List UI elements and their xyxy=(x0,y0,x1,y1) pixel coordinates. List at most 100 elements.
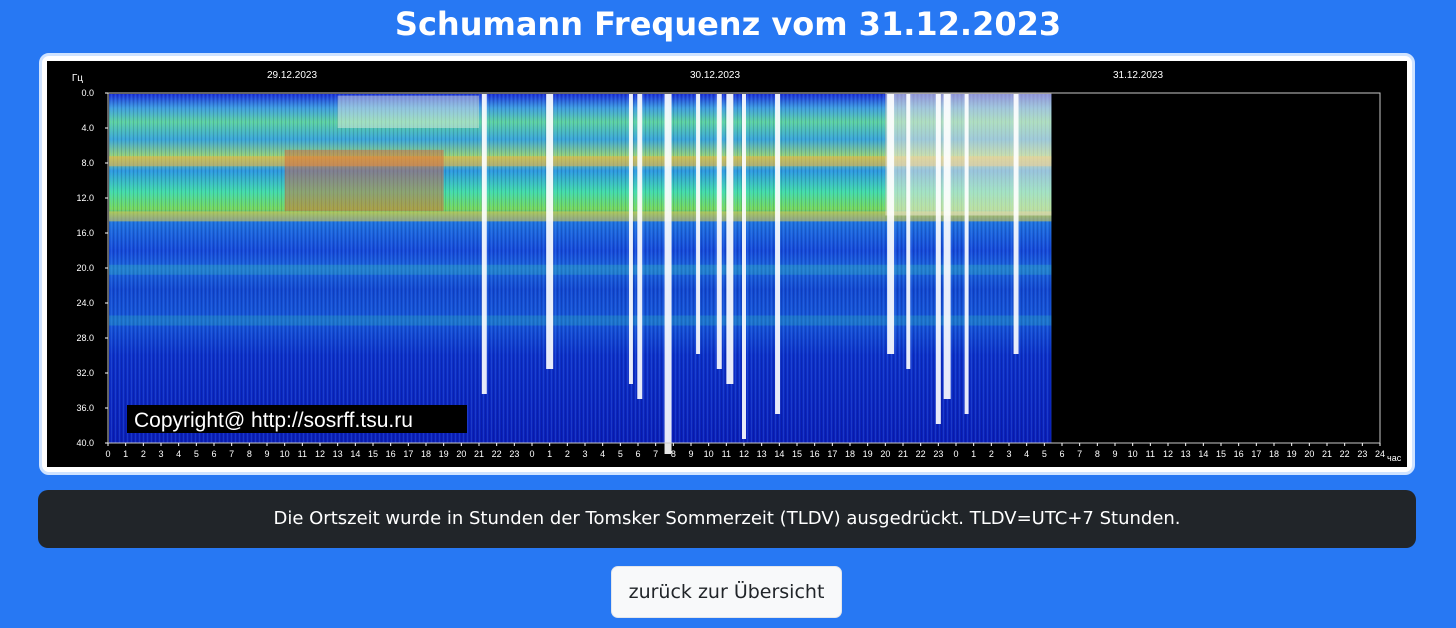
x-tick-label: 16 xyxy=(386,449,396,459)
x-tick-label: 13 xyxy=(757,449,767,459)
x-tick-label: 1 xyxy=(547,449,552,459)
x-tick-label: 12 xyxy=(315,449,325,459)
x-tick-label: 18 xyxy=(421,449,431,459)
x-tick-label: 9 xyxy=(264,449,269,459)
date-label-3: 31.12.2023 xyxy=(1113,70,1163,81)
white-burst xyxy=(716,94,722,369)
x-tick-label: 6 xyxy=(1059,449,1064,459)
resonance-band xyxy=(109,264,1052,275)
white-burst xyxy=(742,94,746,439)
y-unit-label: Гц xyxy=(72,73,83,84)
x-tick-label: 13 xyxy=(333,449,343,459)
x-tick-label: 6 xyxy=(211,449,216,459)
y-tick-label: 0.0 xyxy=(81,88,94,98)
x-tick-label: 9 xyxy=(688,449,693,459)
white-burst xyxy=(637,94,643,399)
white-burst xyxy=(726,94,734,384)
x-tick-label: 21 xyxy=(474,449,484,459)
white-burst xyxy=(1013,94,1019,354)
white-burst xyxy=(775,94,781,414)
x-tick-label: 16 xyxy=(1234,449,1244,459)
white-burst xyxy=(628,94,633,384)
x-tick-label: 21 xyxy=(1322,449,1332,459)
x-tick-label: 10 xyxy=(280,449,290,459)
x-tick-label: 4 xyxy=(600,449,605,459)
x-tick-label: 20 xyxy=(456,449,466,459)
x-tick-label: 17 xyxy=(1251,449,1261,459)
x-tick-label: 23 xyxy=(933,449,943,459)
x-tick-label: 7 xyxy=(1077,449,1082,459)
x-tick-label: 10 xyxy=(1128,449,1138,459)
x-tick-label: 11 xyxy=(722,449,731,459)
y-tick-label: 32.0 xyxy=(76,368,94,378)
x-tick-label: 19 xyxy=(1287,449,1297,459)
x-tick-label: 8 xyxy=(671,449,676,459)
x-tick-label: 8 xyxy=(1095,449,1100,459)
y-tick-label: 8.0 xyxy=(81,158,94,168)
x-tick-label: 15 xyxy=(1216,449,1226,459)
x-tick-label: 1 xyxy=(971,449,976,459)
x-tick-label: 15 xyxy=(792,449,802,459)
x-tick-label: 14 xyxy=(350,449,360,459)
x-tick-label: 2 xyxy=(989,449,994,459)
white-burst xyxy=(481,94,487,394)
y-tick-label: 36.0 xyxy=(76,403,94,413)
x-tick-label: 22 xyxy=(916,449,926,459)
white-burst xyxy=(935,94,941,424)
y-tick-label: 12.0 xyxy=(76,193,94,203)
x-tick-label: 7 xyxy=(229,449,234,459)
x-tick-label: 14 xyxy=(1198,449,1208,459)
x-tick-label: 5 xyxy=(618,449,623,459)
x-tick-label: 2 xyxy=(565,449,570,459)
x-tick-label: 3 xyxy=(582,449,587,459)
resonance-band xyxy=(109,315,1052,326)
x-tick-label: 11 xyxy=(298,449,307,459)
x-tick-label: 0 xyxy=(529,449,534,459)
x-tick-label: 13 xyxy=(1181,449,1191,459)
x-tick-label: 0 xyxy=(105,449,110,459)
copyright-backdrop xyxy=(127,405,467,433)
activity-patch xyxy=(284,149,444,212)
timezone-info: Die Ortszeit wurde in Stunden der Tomske… xyxy=(38,490,1416,548)
copyright-text: Copyright@ http://sosrff.tsu.ru xyxy=(134,409,413,432)
x-tick-label: 10 xyxy=(704,449,714,459)
back-to-overview-button[interactable]: zurück zur Übersicht xyxy=(611,566,842,618)
x-tick-label: 17 xyxy=(827,449,837,459)
page-title: Schumann Frequenz vom 31.12.2023 xyxy=(394,5,1062,43)
x-tick-label: 8 xyxy=(247,449,252,459)
x-tick-label: 5 xyxy=(194,449,199,459)
x-tick-label: 5 xyxy=(1042,449,1047,459)
x-tick-label: 21 xyxy=(898,449,908,459)
resonance-band xyxy=(109,156,1052,167)
x-tick-label: 6 xyxy=(635,449,640,459)
x-tick-label: 2 xyxy=(141,449,146,459)
x-tick-label: 0 xyxy=(953,449,958,459)
x-tick-label: 23 xyxy=(1357,449,1367,459)
x-tick-label: 18 xyxy=(845,449,855,459)
white-burst xyxy=(546,94,554,369)
x-tick-label: 17 xyxy=(403,449,413,459)
white-burst xyxy=(906,94,911,369)
x-tick-label: 1 xyxy=(123,449,128,459)
white-burst xyxy=(943,94,951,399)
y-tick-label: 16.0 xyxy=(76,228,94,238)
spectrogram-chart: 0.0 4.0 8.0 12.0 16.0 20.0 24.0 28.0 32.0 36.0 40.… xyxy=(47,61,1407,467)
white-burst xyxy=(664,94,672,454)
x-tick-label: 22 xyxy=(1340,449,1350,459)
x-tick-label: 23 xyxy=(509,449,519,459)
x-unit-label: час xyxy=(1387,453,1402,463)
x-tick-label: 11 xyxy=(1146,449,1155,459)
x-tick-label: 19 xyxy=(863,449,873,459)
x-tick-label: 20 xyxy=(1304,449,1314,459)
x-tick-label: 7 xyxy=(653,449,658,459)
x-tick-label: 20 xyxy=(880,449,890,459)
x-tick-label: 12 xyxy=(739,449,749,459)
white-burst xyxy=(696,94,701,354)
x-tick-label: 22 xyxy=(492,449,502,459)
activity-patch xyxy=(337,95,479,128)
y-tick-label: 24.0 xyxy=(76,298,94,308)
white-burst xyxy=(964,94,969,414)
x-tick-label: 24 xyxy=(1375,449,1385,459)
x-tick-label: 9 xyxy=(1112,449,1117,459)
x-tick-label: 3 xyxy=(1006,449,1011,459)
